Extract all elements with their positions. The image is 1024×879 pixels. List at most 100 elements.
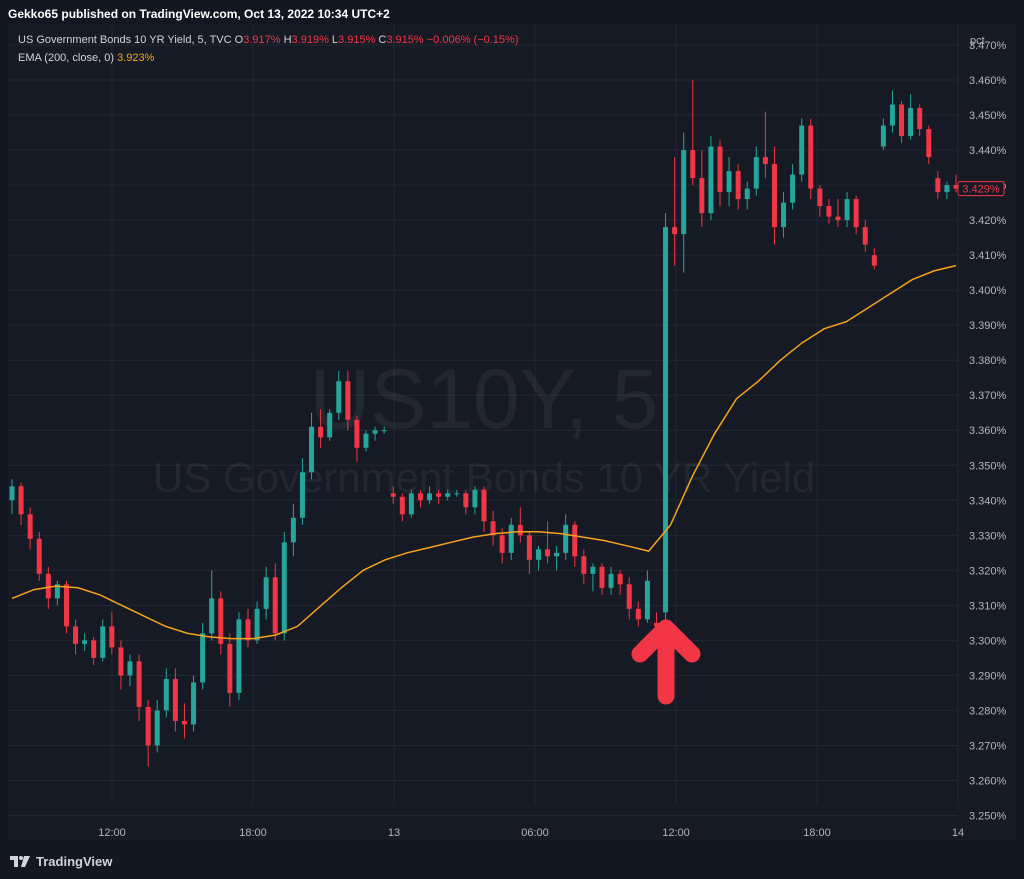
candle (790, 164, 796, 210)
candle-body (45, 573, 51, 599)
candle (100, 619, 106, 662)
candle (227, 633, 233, 707)
ohlc-legend: US Government Bonds 10 YR Yield, 5, TVC … (18, 34, 518, 46)
last-price-label: 3.429% (962, 184, 1000, 196)
candle-body (826, 206, 832, 217)
candle (327, 409, 333, 441)
candle (635, 601, 641, 627)
candle-body (408, 493, 414, 515)
candle-body (318, 426, 324, 438)
candle (54, 580, 60, 606)
candle-body (853, 199, 859, 228)
y-tick-label: 3.340% (969, 495, 1007, 507)
candle-body (563, 524, 569, 553)
last-price-box (957, 181, 1005, 197)
candle (299, 458, 305, 525)
y-tick-label: 3.310% (969, 600, 1007, 612)
legend-l-label: L (331, 34, 339, 46)
candle (871, 248, 877, 270)
x-tick-label: 12:00 (662, 827, 690, 839)
candle-body (572, 524, 578, 557)
candle (372, 426, 378, 441)
x-tick-label: 13 (388, 827, 400, 839)
candle-body (653, 622, 659, 627)
candle (145, 699, 151, 767)
candle-body (781, 202, 787, 228)
y-tick-label: 3.380% (969, 355, 1007, 367)
candle (545, 521, 551, 564)
candle (354, 416, 360, 462)
candle-body (608, 573, 614, 588)
candle-body (753, 157, 759, 189)
candle-body (926, 129, 932, 158)
candle (626, 577, 632, 620)
candle (563, 514, 569, 560)
candle (744, 181, 750, 210)
candle (73, 619, 79, 655)
candle-body (272, 577, 278, 634)
candle-body (899, 104, 905, 137)
price-chart[interactable]: US10Y, 5 US Government Bonds 10 YR Yield… (8, 24, 1016, 840)
candle (290, 503, 296, 557)
candle (699, 150, 705, 228)
candle-body (445, 493, 451, 497)
watermark-ticker: US10Y, 5 (310, 352, 659, 446)
x-axis: 12:00 18:00 13 06:00 12:00 18:00 14 (98, 827, 964, 839)
candle (735, 164, 741, 210)
y-tick-label: 3.460% (969, 75, 1007, 87)
candle (200, 622, 206, 690)
y-tick-label: 3.440% (969, 145, 1007, 157)
x-tick-label: 14 (952, 827, 964, 839)
candle-body (390, 493, 396, 497)
candle (27, 507, 33, 550)
candle-body (381, 430, 387, 432)
candle-body (726, 171, 732, 193)
candle-body (172, 678, 178, 721)
candle (581, 549, 587, 585)
candle-body (18, 486, 24, 515)
candle (862, 220, 868, 252)
y-tick-label: 3.260% (969, 775, 1007, 787)
annotation-arrow (631, 619, 701, 705)
candle (363, 430, 369, 452)
candle-body (844, 199, 850, 221)
candle (599, 563, 605, 595)
publisher-line: Gekko65 published on TradingView.com, Oc… (8, 7, 390, 21)
candle-body (427, 493, 433, 501)
candle-body (871, 255, 877, 266)
candle (336, 370, 342, 420)
candle (753, 146, 759, 196)
candle-body (790, 174, 796, 203)
candle-body (708, 146, 714, 214)
candle (381, 426, 387, 434)
candle (172, 668, 178, 732)
candle-body (54, 584, 60, 599)
candle (254, 601, 260, 644)
candle-body (581, 556, 587, 574)
candle (526, 531, 532, 574)
y-tick-label: 3.390% (969, 320, 1007, 332)
candle (808, 118, 814, 200)
x-tick-label: 18:00 (803, 827, 831, 839)
candle (9, 479, 15, 515)
legend-l-value: 3.915% (338, 34, 376, 46)
candle (136, 654, 142, 721)
candle-body (254, 608, 260, 641)
candle-body (363, 433, 369, 448)
y-tick-label: 3.290% (969, 670, 1007, 682)
candle-body (681, 150, 687, 235)
candle-body (36, 538, 42, 574)
candle (708, 136, 714, 221)
footer-bar (0, 840, 1024, 879)
candle-body (699, 178, 705, 214)
candle (889, 90, 895, 133)
candle (245, 608, 251, 648)
candle-body (799, 125, 805, 175)
tradingview-logo[interactable]: TradingView (10, 852, 112, 870)
y-tick-label: 3.320% (969, 565, 1007, 577)
candle (345, 370, 351, 431)
ema-line (11, 264, 957, 640)
candle (436, 489, 442, 504)
ema-legend-value: 3.923% (117, 52, 155, 64)
x-tick-label: 18:00 (239, 827, 267, 839)
